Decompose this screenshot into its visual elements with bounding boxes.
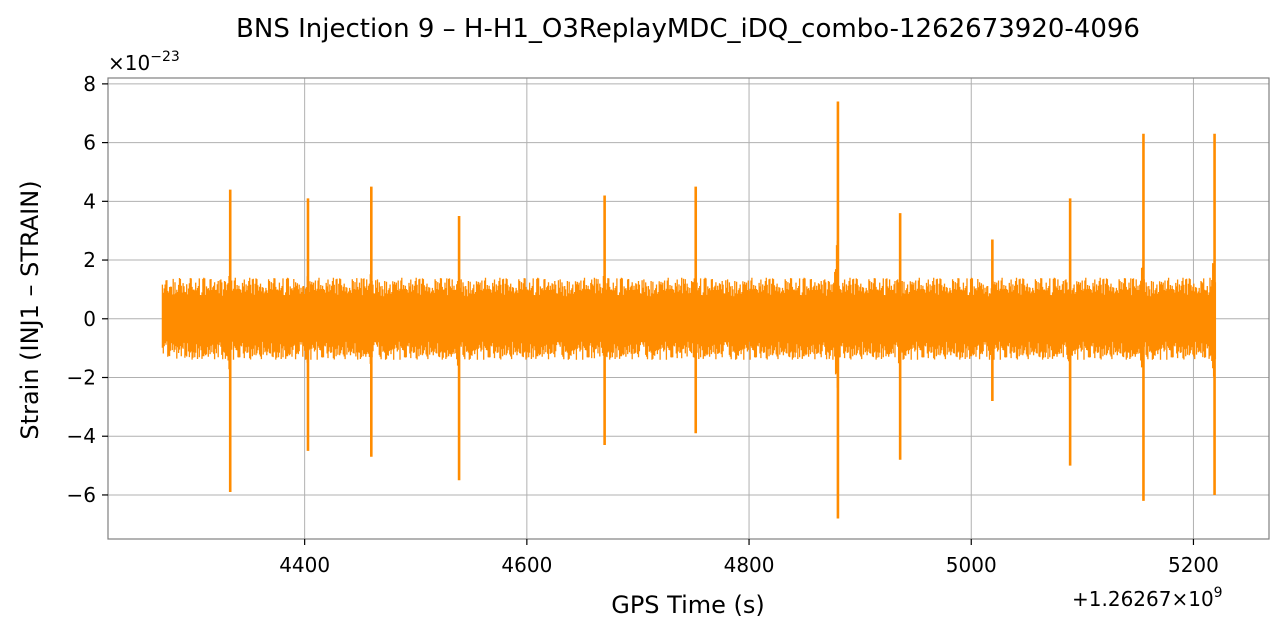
plot-frame (107, 77, 1270, 540)
y-tick-label: −2 (67, 366, 96, 390)
y-tick-label: 2 (83, 248, 96, 272)
noise-band (161, 240, 1217, 390)
chart-title: BNS Injection 9 – H-H1_O3ReplayMDC_iDQ_c… (236, 14, 1140, 44)
y-tick-label: −6 (67, 483, 96, 507)
y-axis-ticks: −6 −4 −2 0 2 4 6 8 (67, 72, 108, 507)
y-scale-multiplier: ×10−23 (108, 49, 180, 75)
x-tick-label: 4800 (724, 553, 775, 577)
y-tick-label: −4 (67, 424, 96, 448)
x-tick-label: 5200 (1168, 553, 1219, 577)
x-tick-label: 4600 (501, 553, 552, 577)
y-tick-label: 0 (83, 307, 96, 331)
strain-series (161, 101, 1217, 519)
x-offset-label: +1.26267×109 (1072, 585, 1223, 611)
x-tick-label: 4400 (279, 553, 330, 577)
y-tick-label: 6 (83, 131, 96, 155)
x-tick-label: 5000 (946, 553, 997, 577)
y-axis-label: Strain (INJ1 – STRAIN) (16, 180, 44, 439)
x-axis-ticks: 4400 4600 4800 5000 5200 (279, 539, 1219, 577)
y-tick-label: 4 (83, 189, 96, 213)
x-axis-label: GPS Time (s) (611, 591, 765, 619)
y-tick-label: 8 (83, 72, 96, 96)
